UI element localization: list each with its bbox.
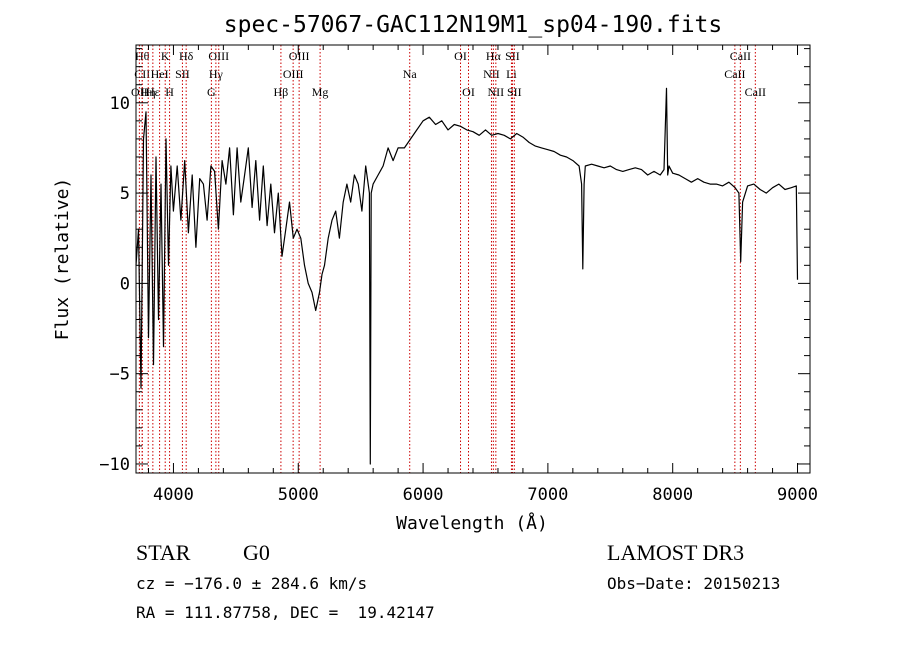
line-marker-label-13: Hβ xyxy=(274,85,289,99)
line-marker-label-17: Na xyxy=(403,67,418,81)
obs-date-text: Obs−Date: 20150213 xyxy=(607,574,781,593)
chart-title: spec-57067-GAC112N19M1_sp04-190.fits xyxy=(224,12,723,38)
spectral-line-markers: OIIHθCIIHηHεHeIKHSIIHδGHγOIIIHβOIIIOIIIM… xyxy=(131,45,766,473)
line-marker-label-26: CaII xyxy=(724,67,745,81)
y-tick-label-0: −10 xyxy=(99,455,130,475)
object-class: STAR xyxy=(136,540,191,565)
line-marker-label-18: OI xyxy=(454,49,467,63)
line-marker-label-3: Hη xyxy=(141,85,156,99)
line-marker-label-21: Hα xyxy=(486,49,502,63)
line-marker-label-22: NII xyxy=(488,85,505,99)
line-marker-label-14: OIII xyxy=(283,67,304,81)
line-marker-label-10: G xyxy=(207,85,216,99)
spectrum-line-0 xyxy=(135,87,799,465)
y-axis-label: Flux (relative) xyxy=(52,178,73,341)
y-tick-label-4: 10 xyxy=(110,94,130,114)
line-marker-label-5: HeI xyxy=(151,67,169,81)
line-marker-label-8: SII xyxy=(175,67,190,81)
line-marker-label-0: OII xyxy=(131,85,148,99)
spectrum-series xyxy=(135,87,799,465)
x-tick-label-2: 6000 xyxy=(403,485,444,505)
line-marker-label-24: SII xyxy=(505,49,520,63)
y-tick-label-3: 5 xyxy=(120,184,130,204)
x-tick-label-4: 8000 xyxy=(652,485,693,505)
x-tick-label-3: 7000 xyxy=(527,485,568,505)
line-marker-label-12: OIII xyxy=(208,49,229,63)
x-axis: 4000 5000 6000 7000 8000 9000 xyxy=(147,45,818,505)
coordinates-text: RA = 111.87758, DEC = 19.42147 xyxy=(136,603,435,622)
object-subclass: G0 xyxy=(243,540,270,565)
line-marker-label-2: CII xyxy=(134,67,150,81)
line-marker-label-19: OI xyxy=(462,85,475,99)
line-marker-label-11: Hγ xyxy=(209,67,224,81)
line-marker-label-27: CaII xyxy=(730,49,751,63)
x-tick-label-0: 4000 xyxy=(153,485,194,505)
line-marker-label-6: K xyxy=(161,49,170,63)
survey-name: LAMOST DR3 xyxy=(607,540,745,565)
x-axis-label: Wavelength (Å) xyxy=(396,512,548,534)
y-tick-label-1: −5 xyxy=(110,365,130,385)
line-marker-label-7: H xyxy=(165,85,174,99)
line-marker-label-4: Hε xyxy=(146,85,160,99)
x-tick-label-1: 5000 xyxy=(278,485,319,505)
plot-frame xyxy=(135,44,811,474)
y-axis: −10 −5 0 5 10 xyxy=(99,48,810,475)
line-marker-label-15: OIII xyxy=(289,49,310,63)
line-marker-label-20: NII xyxy=(483,67,500,81)
line-marker-label-28: CaII xyxy=(745,85,766,99)
line-marker-label-23: Li xyxy=(506,67,517,81)
redshift-text: cz = −176.0 ± 284.6 km/s xyxy=(136,574,368,593)
x-tick-label-5: 9000 xyxy=(777,485,818,505)
line-marker-label-25: SII xyxy=(507,85,522,99)
line-marker-label-9: Hδ xyxy=(179,49,194,63)
y-tick-label-2: 0 xyxy=(120,274,130,294)
line-marker-label-16: Mg xyxy=(312,85,329,99)
